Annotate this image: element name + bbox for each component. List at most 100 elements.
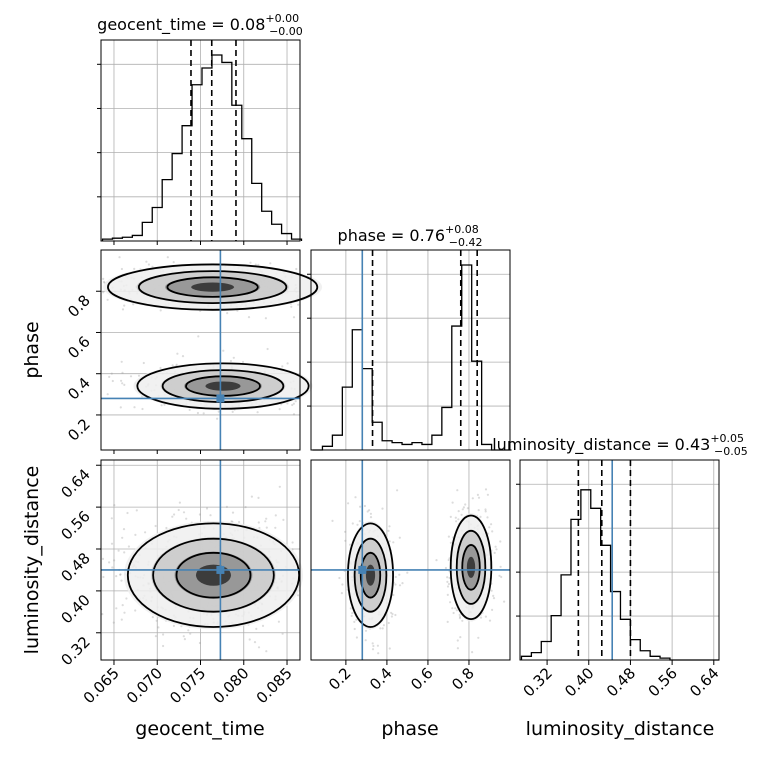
contour-line xyxy=(166,276,259,298)
scatter-point xyxy=(183,638,186,641)
scatter-point xyxy=(477,509,480,512)
scatter-point xyxy=(145,260,148,263)
scatter-point xyxy=(477,636,480,639)
density-level xyxy=(205,381,241,391)
scatter-point xyxy=(297,594,300,597)
scatter-point xyxy=(344,530,347,533)
histogram-bar xyxy=(262,211,272,241)
histogram-bar xyxy=(640,651,650,660)
scatter-point xyxy=(340,592,343,595)
scatter-point xyxy=(459,636,462,639)
scatter-point xyxy=(446,580,449,584)
scatter-point xyxy=(451,501,454,504)
luminosity_distance-ytick-label: 0.40 xyxy=(57,591,93,627)
scatter-point xyxy=(488,526,491,529)
scatter-point xyxy=(484,615,487,618)
histogram-bar xyxy=(142,222,152,241)
scatter-point xyxy=(455,520,458,523)
scatter-point xyxy=(351,522,354,525)
density-level xyxy=(191,282,235,292)
truth-marker xyxy=(216,565,225,574)
scatter-point xyxy=(448,576,451,580)
scatter-point xyxy=(394,583,397,586)
histogram-bar xyxy=(551,616,561,660)
y-axis-label-phase: phase xyxy=(21,321,43,378)
scatter-point xyxy=(446,620,449,624)
histogram-bar xyxy=(272,224,282,241)
scatter-point xyxy=(490,523,493,526)
scatter-point xyxy=(454,516,457,519)
scatter-point xyxy=(376,644,379,647)
scatter-point xyxy=(294,400,297,403)
scatter-point xyxy=(159,309,162,312)
scatter-point xyxy=(447,558,450,562)
scatter-point xyxy=(381,507,384,510)
scatter-point xyxy=(196,411,199,415)
scatter-point xyxy=(401,582,404,585)
scatter-point xyxy=(377,652,380,655)
scatter-point xyxy=(464,503,467,506)
scatter-point xyxy=(292,413,296,416)
histogram-bar xyxy=(442,407,452,450)
scatter-point xyxy=(119,573,122,576)
scatter-point xyxy=(102,280,106,283)
scatter-point xyxy=(102,291,105,294)
scatter-point xyxy=(111,379,114,383)
scatter-point xyxy=(454,607,457,610)
scatter-point xyxy=(278,485,281,488)
scatter-point xyxy=(479,616,483,619)
scatter-point xyxy=(108,561,111,564)
scatter-point xyxy=(356,523,359,526)
histogram-bar xyxy=(352,330,362,450)
scatter-point xyxy=(394,575,397,579)
scatter-point xyxy=(266,347,269,351)
scatter-point xyxy=(106,298,109,301)
histogram-steps xyxy=(520,489,720,661)
histogram-bar xyxy=(581,490,591,660)
scatter-point xyxy=(264,520,267,523)
scatter-point xyxy=(162,633,165,636)
scatter-point xyxy=(165,526,168,530)
scatter-point xyxy=(155,619,158,622)
scatter-point xyxy=(115,575,118,578)
scatter-point xyxy=(359,505,362,508)
scatter-point xyxy=(353,620,356,624)
panel-title-main: geocent_time = 0.08 xyxy=(97,15,265,35)
histogram-bar xyxy=(372,422,382,450)
scatter-point xyxy=(394,613,397,617)
histogram-bar xyxy=(162,180,172,241)
histogram-bar xyxy=(342,387,352,450)
scatter-point xyxy=(112,621,115,624)
histogram-bar xyxy=(282,234,292,241)
scatter-point xyxy=(261,624,265,628)
x-axis-label-geocent-time: geocent_time xyxy=(135,718,264,740)
scatter-point xyxy=(495,548,498,551)
phase-xtick-label: 0.8 xyxy=(448,664,478,694)
scatter-point xyxy=(349,607,352,610)
panel-title: phase = 0.76+0.08 −0.42 xyxy=(338,223,483,249)
luminosity_distance-xtick-label: 0.56 xyxy=(645,664,681,700)
luminosity_distance-xtick-label: 0.64 xyxy=(686,664,722,700)
scatter-point xyxy=(484,488,488,491)
scatter-point xyxy=(257,521,260,524)
scatter-point xyxy=(134,609,137,612)
scatter-point xyxy=(291,403,294,407)
scatter-point xyxy=(494,545,497,548)
scatter-point xyxy=(172,624,175,628)
luminosity_distance-xtick-label: 0.32 xyxy=(520,664,556,700)
scatter-point xyxy=(338,576,341,580)
scatter-point xyxy=(123,383,126,386)
scatter-point xyxy=(142,361,145,365)
scatter-point xyxy=(286,362,289,365)
scatter-point xyxy=(277,620,280,623)
panel-title: luminosity_distance = 0.43+0.05 −0.05 xyxy=(492,432,748,458)
histogram-bar xyxy=(222,62,232,241)
histogram-bar xyxy=(591,508,601,660)
scatter-point xyxy=(106,393,109,396)
scatter-point xyxy=(123,551,126,554)
truth-marker xyxy=(216,394,225,403)
scatter-point xyxy=(101,557,105,561)
scatter-point xyxy=(173,513,176,516)
scatter-point xyxy=(101,613,104,616)
